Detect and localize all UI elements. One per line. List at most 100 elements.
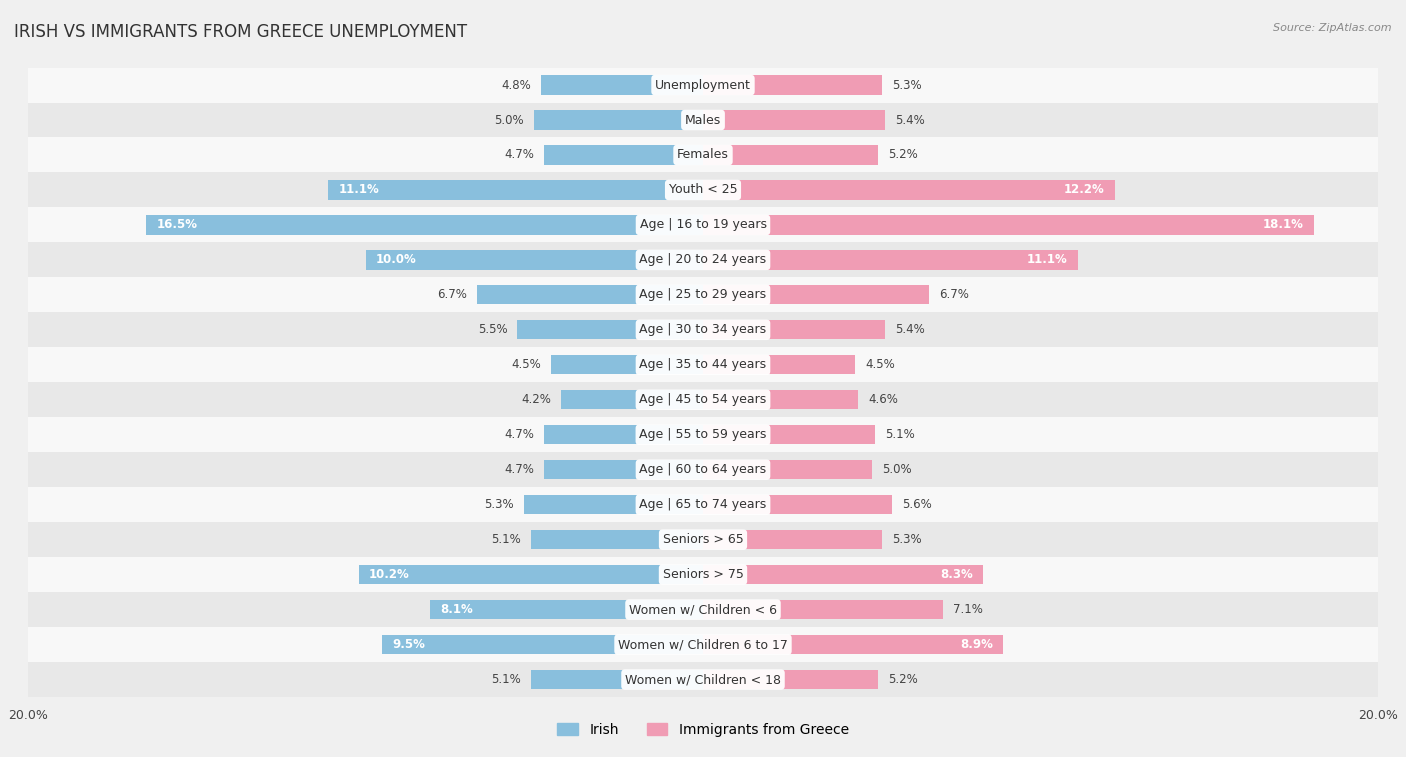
Bar: [28, 627, 1378, 662]
Text: 9.5%: 9.5%: [392, 638, 426, 651]
Text: 4.7%: 4.7%: [505, 463, 534, 476]
Bar: [329, 180, 703, 200]
Text: Age | 30 to 34 years: Age | 30 to 34 years: [640, 323, 766, 336]
Text: 10.0%: 10.0%: [375, 254, 416, 266]
Bar: [28, 592, 1378, 627]
Text: 4.2%: 4.2%: [522, 394, 551, 407]
Bar: [544, 425, 703, 444]
Bar: [703, 635, 1004, 654]
Text: Youth < 25: Youth < 25: [669, 183, 737, 197]
Text: Women w/ Children < 6: Women w/ Children < 6: [628, 603, 778, 616]
Bar: [703, 145, 879, 164]
Bar: [28, 138, 1378, 173]
Bar: [366, 251, 703, 269]
Text: 4.5%: 4.5%: [865, 358, 894, 371]
Bar: [531, 530, 703, 550]
Bar: [703, 320, 886, 339]
Bar: [359, 565, 703, 584]
Text: 5.4%: 5.4%: [896, 114, 925, 126]
Text: 6.7%: 6.7%: [437, 288, 467, 301]
Bar: [541, 76, 703, 95]
Text: 5.1%: 5.1%: [886, 428, 915, 441]
Text: 5.1%: 5.1%: [491, 533, 520, 546]
Text: 5.5%: 5.5%: [478, 323, 508, 336]
Bar: [28, 102, 1378, 138]
Text: 5.1%: 5.1%: [491, 673, 520, 686]
Text: Women w/ Children < 18: Women w/ Children < 18: [626, 673, 780, 686]
Bar: [703, 600, 942, 619]
Text: 5.3%: 5.3%: [485, 498, 515, 511]
Text: 12.2%: 12.2%: [1064, 183, 1105, 197]
Text: Age | 60 to 64 years: Age | 60 to 64 years: [640, 463, 766, 476]
Text: 8.1%: 8.1%: [440, 603, 472, 616]
Bar: [703, 180, 1115, 200]
Text: 6.7%: 6.7%: [939, 288, 969, 301]
Bar: [703, 215, 1313, 235]
Bar: [703, 460, 872, 479]
Text: Males: Males: [685, 114, 721, 126]
Text: 4.7%: 4.7%: [505, 148, 534, 161]
Text: Age | 35 to 44 years: Age | 35 to 44 years: [640, 358, 766, 371]
Bar: [534, 111, 703, 129]
Bar: [524, 495, 703, 514]
Bar: [703, 111, 886, 129]
Text: 11.1%: 11.1%: [339, 183, 380, 197]
Text: Age | 20 to 24 years: Age | 20 to 24 years: [640, 254, 766, 266]
Text: 5.4%: 5.4%: [896, 323, 925, 336]
Text: 10.2%: 10.2%: [368, 568, 409, 581]
Text: 18.1%: 18.1%: [1263, 219, 1303, 232]
Text: Age | 16 to 19 years: Age | 16 to 19 years: [640, 219, 766, 232]
Bar: [703, 76, 882, 95]
Text: 5.0%: 5.0%: [495, 114, 524, 126]
Bar: [561, 390, 703, 410]
Text: Age | 25 to 29 years: Age | 25 to 29 years: [640, 288, 766, 301]
Text: 5.2%: 5.2%: [889, 673, 918, 686]
Bar: [28, 313, 1378, 347]
Bar: [28, 662, 1378, 697]
Text: Females: Females: [678, 148, 728, 161]
Bar: [544, 460, 703, 479]
Text: 8.3%: 8.3%: [941, 568, 973, 581]
Bar: [477, 285, 703, 304]
Bar: [703, 251, 1077, 269]
Bar: [703, 530, 882, 550]
Bar: [28, 207, 1378, 242]
Bar: [28, 242, 1378, 277]
Bar: [28, 347, 1378, 382]
Text: 4.8%: 4.8%: [501, 79, 531, 92]
Text: Age | 45 to 54 years: Age | 45 to 54 years: [640, 394, 766, 407]
Bar: [703, 390, 858, 410]
Bar: [517, 320, 703, 339]
Text: Unemployment: Unemployment: [655, 79, 751, 92]
Bar: [28, 452, 1378, 488]
Text: Age | 65 to 74 years: Age | 65 to 74 years: [640, 498, 766, 511]
Text: 7.1%: 7.1%: [953, 603, 983, 616]
Text: Seniors > 65: Seniors > 65: [662, 533, 744, 546]
Bar: [28, 67, 1378, 102]
Text: IRISH VS IMMIGRANTS FROM GREECE UNEMPLOYMENT: IRISH VS IMMIGRANTS FROM GREECE UNEMPLOY…: [14, 23, 467, 41]
Text: 4.5%: 4.5%: [512, 358, 541, 371]
Legend: Irish, Immigrants from Greece: Irish, Immigrants from Greece: [551, 717, 855, 742]
Text: 5.3%: 5.3%: [891, 79, 921, 92]
Bar: [531, 670, 703, 689]
Text: 5.3%: 5.3%: [891, 533, 921, 546]
Bar: [430, 600, 703, 619]
Bar: [28, 488, 1378, 522]
Text: 8.9%: 8.9%: [960, 638, 993, 651]
Text: 5.2%: 5.2%: [889, 148, 918, 161]
Text: Age | 55 to 59 years: Age | 55 to 59 years: [640, 428, 766, 441]
Text: 11.1%: 11.1%: [1026, 254, 1067, 266]
Bar: [28, 417, 1378, 452]
Bar: [703, 565, 983, 584]
Bar: [544, 145, 703, 164]
Bar: [28, 382, 1378, 417]
Bar: [28, 557, 1378, 592]
Text: 4.6%: 4.6%: [869, 394, 898, 407]
Text: Women w/ Children 6 to 17: Women w/ Children 6 to 17: [619, 638, 787, 651]
Bar: [703, 355, 855, 375]
Text: 5.6%: 5.6%: [903, 498, 932, 511]
Text: 5.0%: 5.0%: [882, 463, 911, 476]
Text: 16.5%: 16.5%: [156, 219, 197, 232]
Bar: [551, 355, 703, 375]
Bar: [703, 670, 879, 689]
